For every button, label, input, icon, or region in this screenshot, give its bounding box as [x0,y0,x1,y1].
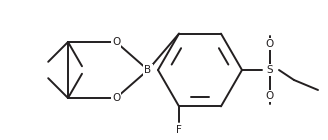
Text: F: F [176,125,182,135]
Text: O: O [112,93,120,103]
Text: S: S [267,65,273,75]
Text: O: O [112,37,120,47]
Text: B: B [144,65,152,75]
Text: O: O [266,39,274,49]
Text: O: O [266,91,274,101]
